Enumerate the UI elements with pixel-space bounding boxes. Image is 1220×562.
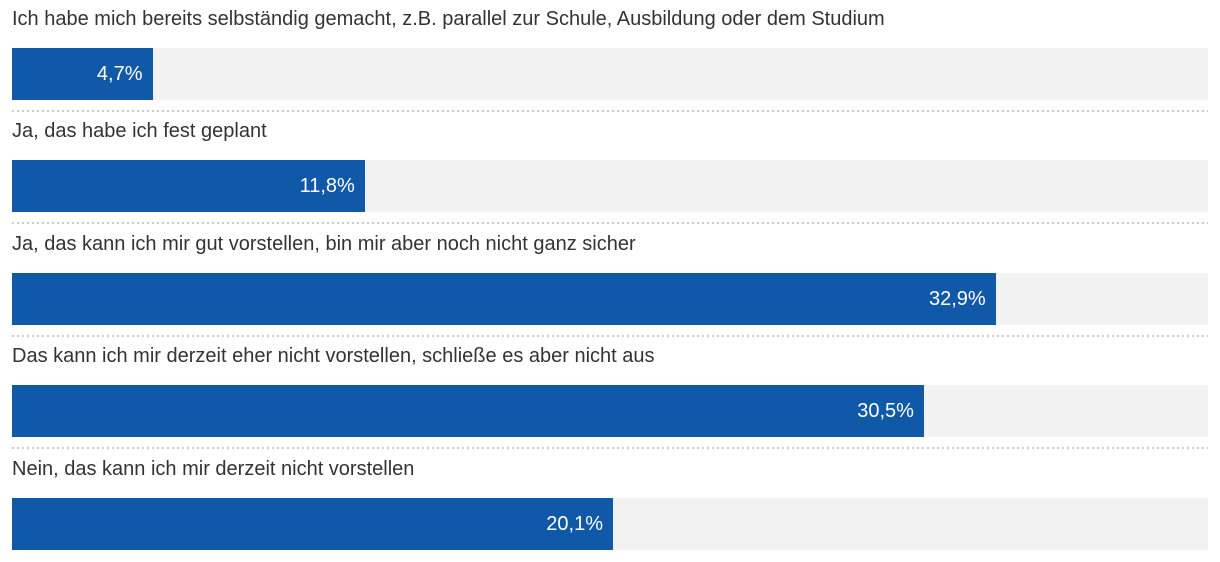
- value-label: 4,7%: [96, 63, 143, 85]
- bar-track: 11,8%: [12, 160, 1208, 213]
- value-label: 30,5%: [857, 400, 914, 423]
- bar: 4,7%: [12, 48, 153, 100]
- bar-row: Ich habe mich bereits selbständig gemach…: [12, 0, 1208, 112]
- bar-row: Ja, das kann ich mir gut vorstellen, bin…: [12, 225, 1208, 337]
- row-separator: [12, 110, 1208, 112]
- category-label: Ja, das kann ich mir gut vorstellen, bin…: [12, 232, 636, 255]
- category-label: Das kann ich mir derzeit eher nicht vors…: [12, 345, 655, 368]
- category-label: Nein, das kann ich mir derzeit nicht vor…: [12, 457, 415, 480]
- bar: 20,1%: [12, 497, 613, 550]
- bar-row: Nein, das kann ich mir derzeit nicht vor…: [12, 450, 1208, 562]
- bar: 32,9%: [12, 272, 996, 325]
- bar-row: Das kann ich mir derzeit eher nicht vors…: [12, 337, 1208, 450]
- bar-row: Ja, das habe ich fest geplant 11,8%: [12, 112, 1208, 225]
- row-separator: [12, 222, 1208, 225]
- bar-track: 30,5%: [12, 385, 1208, 438]
- category-label: Ich habe mich bereits selbständig gemach…: [12, 8, 885, 30]
- category-label: Ja, das habe ich fest geplant: [12, 120, 267, 143]
- value-label: 32,9%: [928, 287, 986, 310]
- value-label: 20,1%: [546, 512, 603, 535]
- bar: 11,8%: [12, 160, 365, 213]
- value-label: 11,8%: [299, 175, 355, 198]
- bar-track: 4,7%: [12, 48, 1208, 100]
- row-separator: [12, 334, 1208, 337]
- row-separator: [12, 447, 1208, 450]
- bar-track: 32,9%: [12, 272, 1208, 325]
- bar-track: 20,1%: [12, 497, 1208, 550]
- bar: 30,5%: [12, 385, 924, 438]
